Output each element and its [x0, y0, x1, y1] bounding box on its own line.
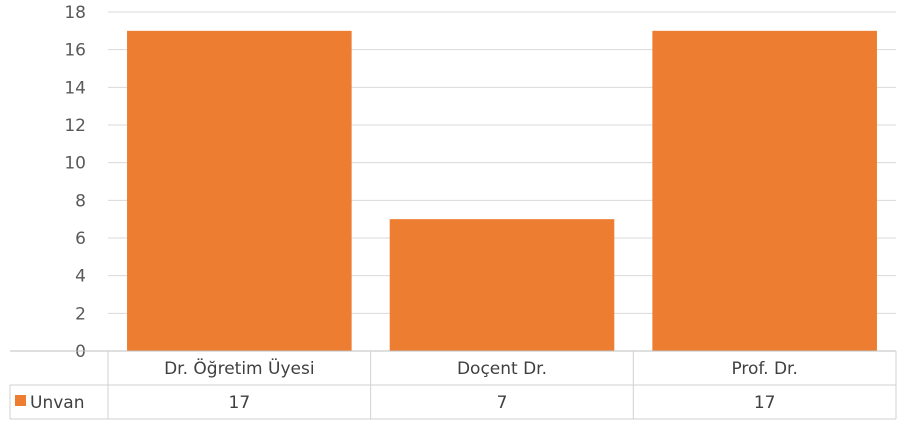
data-value-label: 7: [497, 393, 508, 413]
y-tick-label: 8: [75, 191, 86, 211]
data-table: Dr. Öğretim Üyesi Doçent Dr. Prof. Dr. Unva…: [9, 350, 897, 420]
y-tick-label: 14: [64, 78, 86, 98]
bar: [127, 30, 352, 351]
bar: [389, 219, 615, 351]
y-axis-ticks: 0 2 4 6 8 10 12 14 16 18: [64, 3, 86, 362]
x-category-label: Doçent Dr.: [457, 359, 547, 379]
bars: [127, 30, 877, 351]
bar: [652, 30, 877, 351]
series-name: Unvan: [30, 393, 84, 413]
legend-swatch: [15, 395, 26, 406]
y-tick-label: 16: [64, 41, 86, 61]
y-tick-label: 4: [75, 267, 86, 287]
y-tick-label: 0: [75, 342, 86, 362]
y-tick-label: 18: [64, 3, 86, 23]
y-tick-label: 2: [75, 304, 86, 324]
x-category-label: Dr. Öğretim Üyesi: [164, 357, 314, 379]
data-value-label: 17: [229, 393, 251, 413]
x-category-label: Prof. Dr.: [731, 359, 797, 379]
data-value-label: 17: [754, 393, 776, 413]
y-tick-label: 12: [64, 116, 86, 136]
y-tick-label: 6: [75, 229, 86, 249]
y-tick-label: 10: [64, 154, 86, 174]
